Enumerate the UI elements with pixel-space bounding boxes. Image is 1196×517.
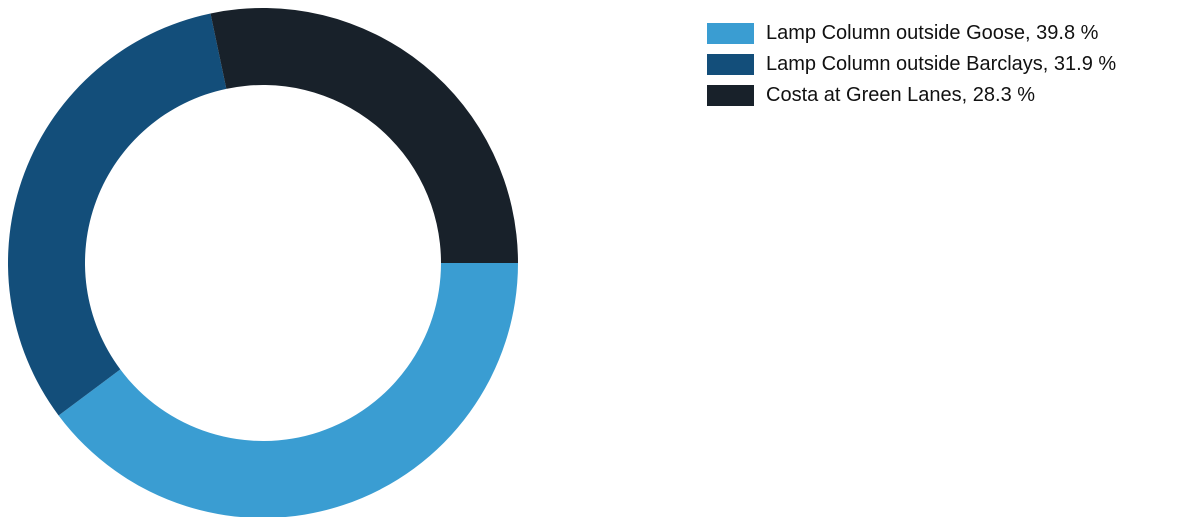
legend-label-goose: Lamp Column outside Goose, 39.8 % bbox=[766, 22, 1099, 44]
donut-slice-costa[interactable] bbox=[210, 7, 518, 264]
donut-plot bbox=[7, 7, 518, 517]
legend-swatch-costa bbox=[707, 84, 754, 106]
legend: Lamp Column outside Goose, 39.8 % Lamp C… bbox=[707, 20, 1116, 113]
legend-swatch-goose bbox=[707, 22, 754, 44]
legend-item-costa[interactable]: Costa at Green Lanes, 28.3 % bbox=[707, 82, 1116, 108]
legend-label-costa: Costa at Green Lanes, 28.3 % bbox=[766, 84, 1036, 106]
legend-label-barclays: Lamp Column outside Barclays, 31.9 % bbox=[766, 53, 1117, 75]
donut-slice-barclays[interactable] bbox=[7, 13, 227, 416]
donut-slice-goose[interactable] bbox=[58, 263, 518, 517]
legend-swatch-barclays bbox=[707, 53, 754, 75]
legend-item-goose[interactable]: Lamp Column outside Goose, 39.8 % bbox=[707, 20, 1116, 46]
legend-item-barclays[interactable]: Lamp Column outside Barclays, 31.9 % bbox=[707, 51, 1116, 77]
